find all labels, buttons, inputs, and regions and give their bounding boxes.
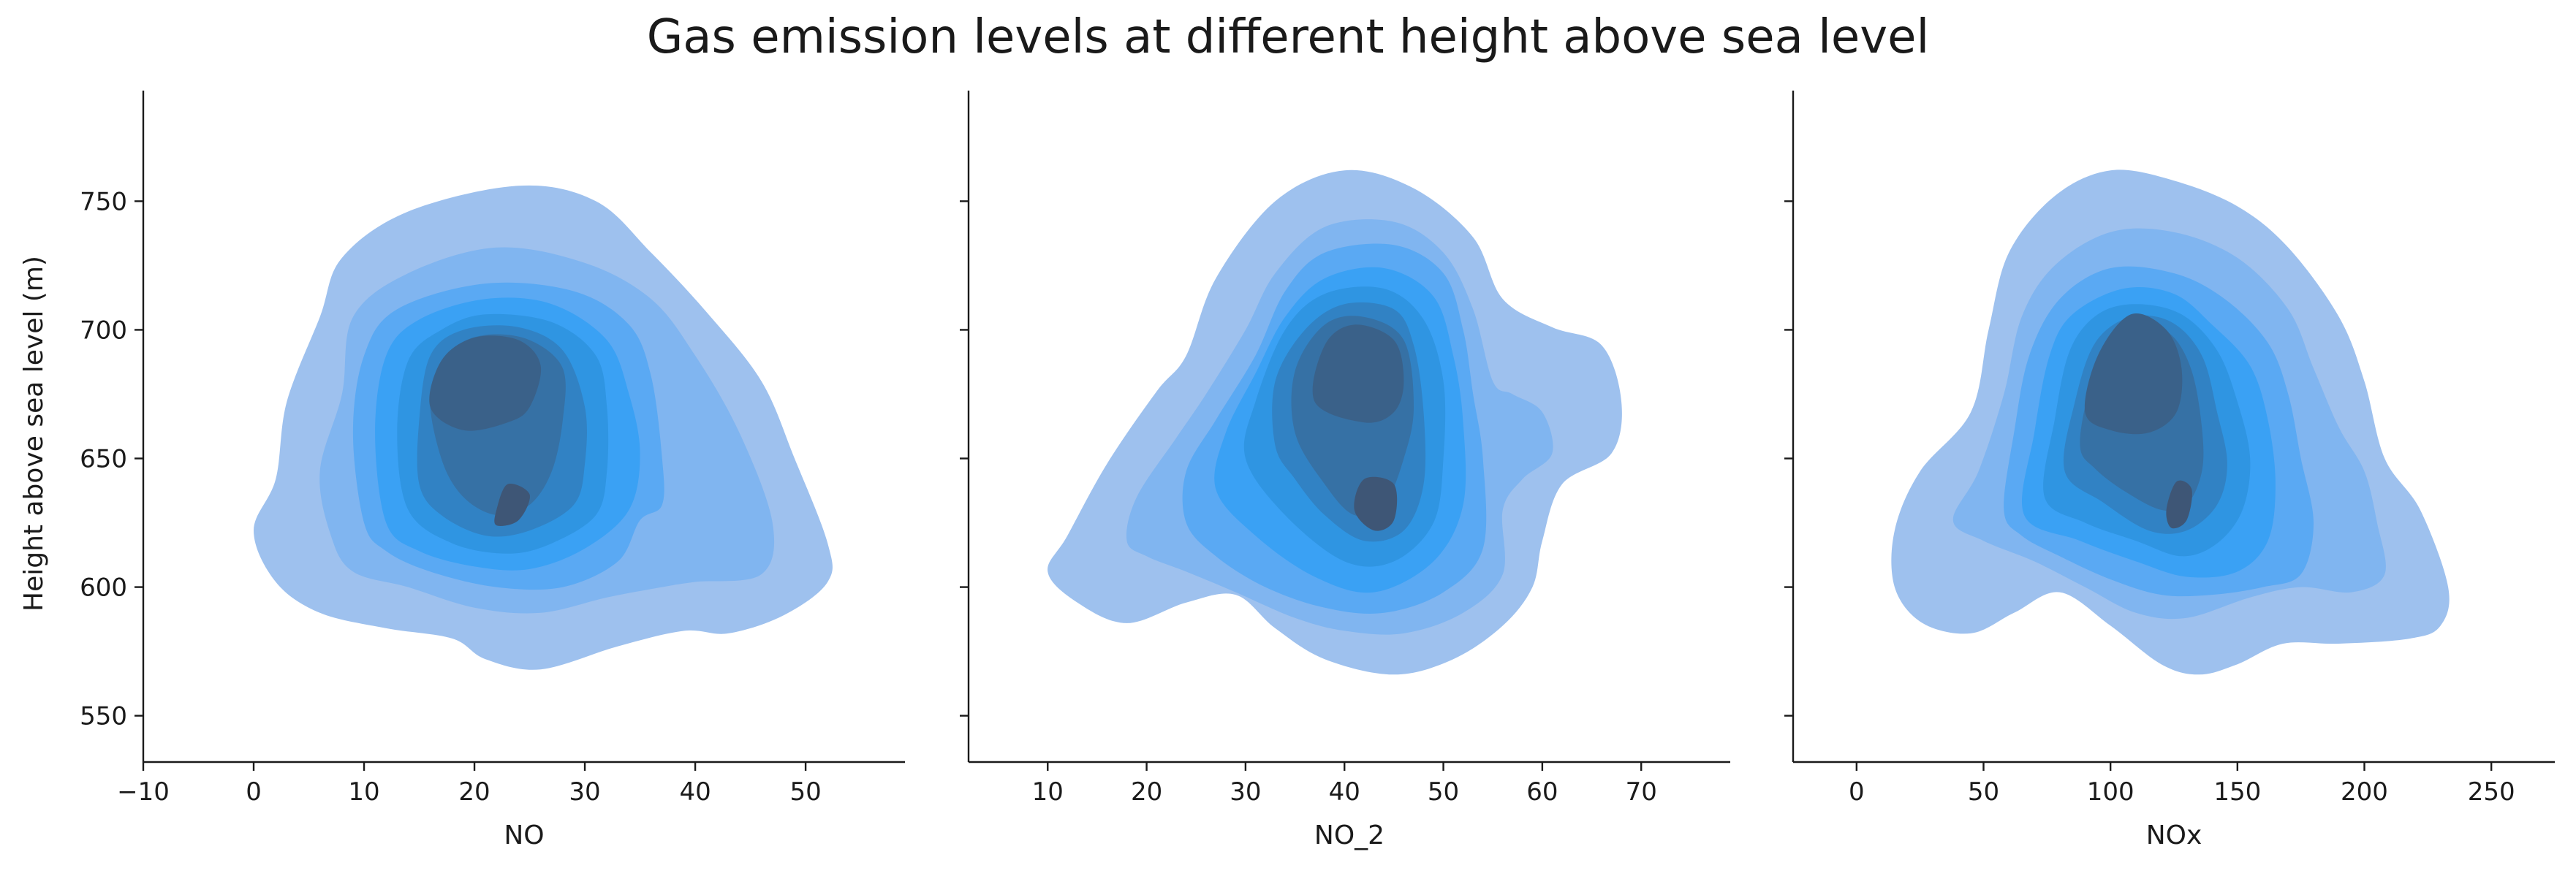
- panel-1: 550 600 650 700 750 −10 0 10 20 30 40 50 NO Height ab…: [19, 91, 905, 850]
- y-tick-label: 650: [80, 445, 127, 474]
- y-axis-label: Height above sea level (m): [19, 256, 49, 612]
- kde-contours: [254, 185, 833, 670]
- x-tick-label: 30: [569, 777, 600, 807]
- contour-level-8: [2084, 313, 2183, 435]
- x-tick-label: 70: [1626, 777, 1657, 807]
- x-tick-label: 40: [1329, 777, 1360, 807]
- contour-level-9: [494, 483, 530, 526]
- y-tick-label: 700: [80, 316, 127, 345]
- x-tick-label: 30: [1230, 777, 1261, 807]
- kde-contours: [1891, 170, 2450, 675]
- x-tick-label: 50: [1968, 777, 1999, 807]
- x-tick-label: 200: [2341, 777, 2388, 807]
- x-tick-label: 40: [679, 777, 711, 807]
- contour-level-9: [1354, 476, 1398, 531]
- x-tick-label: 20: [1131, 777, 1162, 807]
- x-tick-label: −10: [117, 777, 170, 807]
- kde-contours: [1048, 170, 1622, 675]
- x-axis-label: NO_2: [1314, 820, 1384, 850]
- panel-2: 10 20 30 40 50 60 70 NO_2: [960, 91, 1730, 850]
- figure-title: Gas emission levels at different height …: [646, 10, 1930, 64]
- contour-level-8: [429, 335, 542, 431]
- x-tick-label: 50: [1428, 777, 1459, 807]
- x-tick-label: 250: [2468, 777, 2515, 807]
- panel-3: 0 50 100 150 200 250 NOx: [1784, 91, 2555, 850]
- x-tick-label: 0: [1849, 777, 1865, 807]
- x-tick-label: 150: [2213, 777, 2261, 807]
- y-tick-label: 600: [80, 574, 127, 603]
- x-tick-label: 50: [789, 777, 821, 807]
- y-tick-label: 750: [80, 187, 127, 216]
- x-axis-label: NOx: [2146, 820, 2202, 850]
- x-tick-label: 60: [1526, 777, 1558, 807]
- x-tick-label: 0: [246, 777, 262, 807]
- y-tick-label: 550: [80, 702, 127, 731]
- x-axis-label: NO: [504, 820, 544, 850]
- x-tick-label: 100: [2087, 777, 2134, 807]
- contour-level-9: [2166, 480, 2192, 529]
- x-tick-label: 10: [1032, 777, 1064, 807]
- x-tick-label: 10: [348, 777, 379, 807]
- contour-level-8: [1312, 324, 1404, 423]
- x-tick-label: 20: [458, 777, 490, 807]
